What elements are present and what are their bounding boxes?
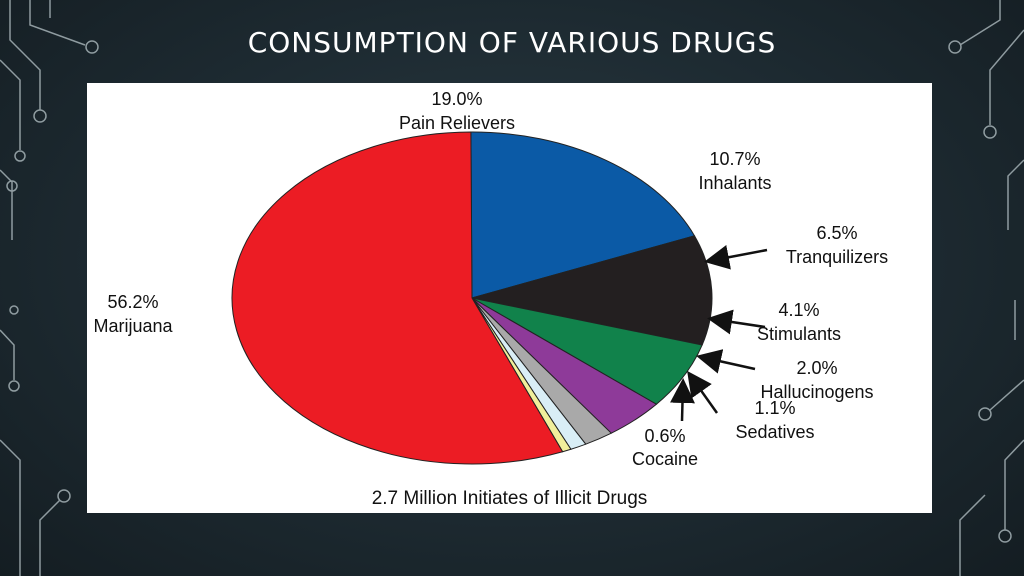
pie-slice-inhalants (471, 235, 713, 346)
slice-name-label-inhalants: Inhalants (698, 173, 771, 193)
slide-title: CONSUMPTION OF VARIOUS DRUGS (247, 26, 777, 59)
arrow-cocaine (669, 378, 695, 422)
pie-slice-marijuana (231, 131, 564, 465)
arrow-hallucinogens (696, 349, 756, 374)
slice-name-label-pain-relievers: Pain Relievers (399, 113, 515, 133)
slice-name-label-marijuana: Marijuana (93, 316, 173, 336)
chart-panel: 19.0% Pain Relievers 10.7% Inhalants 6.5% Tra… (87, 83, 932, 513)
slice-value-label-cocaine: 0.6% (644, 426, 685, 446)
slice-name-label-hallucinogens: Hallucinogens (760, 382, 873, 402)
slice-value-label-tranquilizers: 6.5% (816, 223, 857, 243)
slice-value-label-inhalants: 10.7% (709, 149, 760, 169)
pie-slice-pain-relievers (470, 131, 696, 299)
slice-value-label-marijuana: 56.2% (107, 292, 158, 312)
slice-name-label-sedatives: Sedatives (735, 422, 814, 442)
arrow-sedatives (687, 370, 719, 414)
chart-caption: 2.7 Million Initiates of Illicit Drugs (371, 488, 648, 509)
slice-value-label-pain-relievers: 19.0% (431, 89, 482, 109)
arrow-stimulants (707, 309, 766, 335)
slice-value-label-hallucinogens: 2.0% (796, 358, 837, 378)
pie-chart: 19.0% Pain Relievers 10.7% Inhalants 6.5% Tra… (93, 89, 888, 469)
arrow-tranquilizers (704, 244, 768, 270)
slice-name-label-cocaine: Cocaine (632, 449, 698, 469)
slice-name-label-stimulants: Stimulants (757, 324, 841, 344)
slice-name-label-tranquilizers: Tranquilizers (786, 247, 888, 267)
slice-value-label-sedatives: 1.1% (754, 398, 795, 418)
slice-value-label-stimulants: 4.1% (778, 300, 819, 320)
